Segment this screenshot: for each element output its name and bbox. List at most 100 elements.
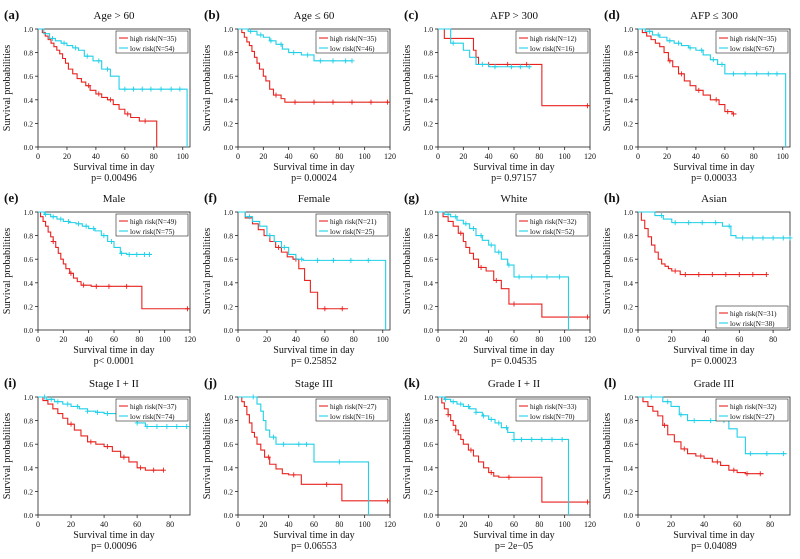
p-value: p= 0.00496 [91,173,137,184]
legend-box [115,30,189,54]
x-tick-label: 40 [92,152,100,161]
censor-mark [73,45,79,51]
y-tick-label: 0.8 [624,49,634,58]
p-value: p< 0.0001 [94,356,135,367]
legend-label: low risk(N=27) [730,413,775,421]
y-axis-label: Survival probabilities [402,228,413,314]
y-tick-label: 0.4 [424,464,434,473]
censor-mark [122,86,128,92]
x-axis-label: Survival time in day [473,530,554,541]
censor-mark [559,436,565,442]
legend-label: high risk(N=35) [330,35,377,43]
panel-label: (e) [4,190,18,205]
p-value: p= 0.06553 [291,541,337,552]
p-value: p= 0.97157 [491,173,537,184]
censor-mark [76,221,82,227]
censor-mark [506,262,512,268]
censor-mark [479,61,485,67]
censor-mark [265,454,271,460]
km-panel-5: (e) Male 0.0 0.2 0.4 0.6 0.8 1.0 0 20 40 60 80 100 120… [2,190,196,367]
y-tick-label: 0.2 [24,487,34,496]
legend-box [515,213,589,237]
censor-mark [516,274,522,280]
y-tick-label: 0.6 [624,440,634,449]
panel-label: (i) [4,375,16,390]
censor-mark [681,446,687,452]
low-risk-curve [38,211,152,256]
x-axis-label: Survival time in day [73,530,154,541]
x-tick-label: 120 [184,335,196,344]
censor-mark [119,250,125,256]
km-panel-11: (k) Grade I + II 0.0 0.2 0.4 0.6 0.8 1.0 0 20 40 60… [402,375,596,552]
x-tick-label: 80 [135,335,143,344]
censor-mark [148,86,154,92]
panel-title: AFP > 300 [490,10,538,22]
censor-mark [544,274,550,280]
y-tick-label: 0.6 [424,72,434,81]
censor-mark [529,436,535,442]
censor-mark [708,418,714,424]
y-tick-label: 0.4 [224,279,234,288]
censor-mark [682,272,688,278]
censor-mark [75,403,81,409]
censor-mark [296,441,302,447]
censor-mark [736,272,742,278]
x-tick-label: 40 [700,520,708,529]
x-tick-label: 80 [766,520,774,529]
y-axis-label: Survival probabilities [2,228,13,314]
censor-mark [86,83,92,89]
censor-mark [88,439,94,445]
censor-mark [348,257,354,263]
p-value: p= 0.04089 [691,541,737,552]
censor-mark [151,467,157,473]
km-panel-1: (a) Age > 60 0.0 0.2 0.4 0.6 0.8 1.0 0 20 40 60 80 10… [2,7,191,184]
x-tick-label: 0 [236,335,240,344]
x-axis-label: Survival time in day [673,530,754,541]
censor-mark [48,396,54,402]
p-value: p= 0.04535 [491,356,537,367]
x-tick-label: 40 [692,152,700,161]
plot-frame [637,28,791,148]
y-tick-label: 0.2 [224,302,234,311]
censor-mark [258,32,264,38]
legend-label: low risk(N=67) [730,45,775,53]
y-tick-label: 0.6 [24,255,34,264]
censor-mark [125,111,131,117]
x-tick-label: 0 [36,520,40,529]
censor-mark [725,109,731,115]
y-tick-label: 0.0 [624,511,634,520]
censor-mark [526,64,532,70]
censor-mark [478,233,484,239]
x-tick-label: 0 [436,520,440,529]
x-tick-label: 20 [663,152,671,161]
y-tick-label: 0.4 [24,464,34,473]
legend-label: high risk(N=27) [330,403,377,411]
censor-mark [303,441,309,447]
censor-mark [661,422,667,428]
legend-label: high risk(N=32) [530,218,577,226]
censor-mark [747,451,753,457]
x-tick-label: 100 [159,335,171,344]
panel-title: Age ≤ 60 [294,10,335,22]
censor-mark [317,58,323,64]
censor-mark [50,214,56,220]
censor-mark [42,394,48,400]
y-tick-label: 0.2 [224,487,234,496]
censor-mark [757,471,763,477]
km-panel-8: (h) Asian 0.0 0.2 0.4 0.6 0.8 1.0 0 20 40 60 80 Survi… [602,190,793,367]
high-risk-curve [638,28,737,115]
x-tick-label: 100 [559,520,571,529]
censor-mark [450,399,456,405]
x-tick-label: 0 [636,152,640,161]
x-tick-label: 40 [485,520,493,529]
high-risk-curve [238,28,390,103]
panel-title: Asian [701,193,727,205]
censor-mark [678,412,684,418]
legend-label: high risk(N=35) [730,35,777,43]
y-tick-label: 0.0 [624,143,634,152]
y-tick-label: 0.2 [624,302,634,311]
x-tick-label: 60 [721,152,729,161]
x-tick-label: 60 [310,520,318,529]
legend-box [715,305,789,329]
